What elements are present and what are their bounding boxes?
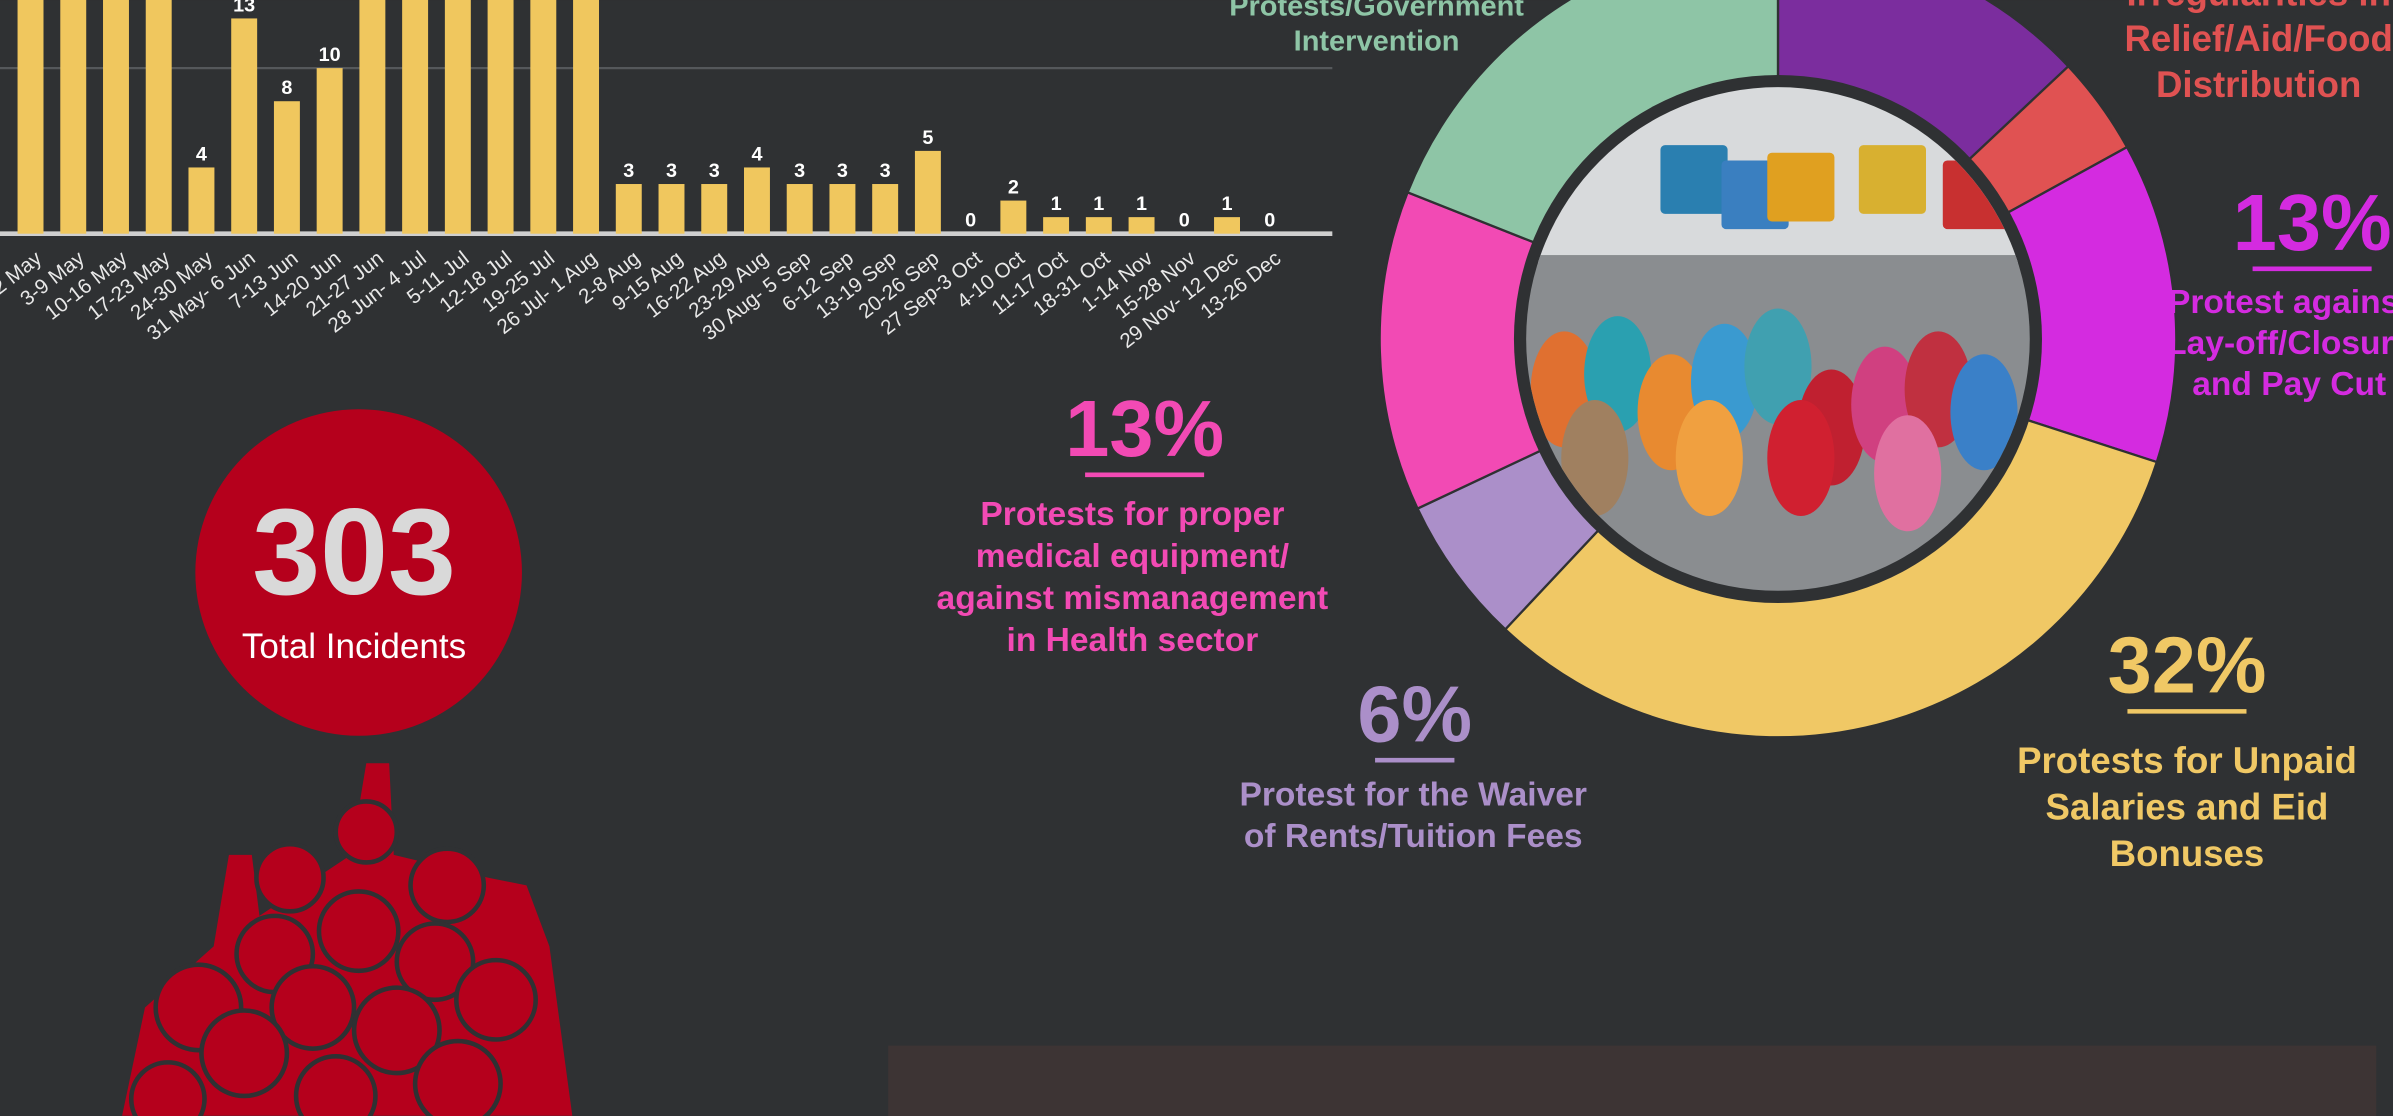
bar bbox=[1214, 217, 1240, 234]
bar bbox=[60, 0, 87, 234]
truck bbox=[1660, 145, 1728, 214]
value-label: 2 bbox=[1008, 177, 1019, 199]
bar bbox=[1128, 217, 1155, 234]
segment-label: medical equipment/ bbox=[976, 538, 1289, 575]
value-label: 0 bbox=[1264, 210, 1275, 232]
value-label: 8 bbox=[281, 77, 292, 99]
value-label: 3 bbox=[623, 160, 634, 182]
person bbox=[1561, 400, 1629, 517]
value-label: 1 bbox=[1136, 193, 1147, 215]
value-label: 10 bbox=[319, 44, 341, 66]
total-label: Total Incidents bbox=[242, 627, 466, 666]
total-circle bbox=[195, 409, 522, 736]
bar bbox=[743, 167, 770, 234]
bar bbox=[402, 0, 429, 234]
crowd-icon bbox=[122, 763, 573, 1116]
bar bbox=[273, 101, 300, 234]
segment-label: of Rents/Tuition Fees bbox=[1244, 818, 1583, 855]
value-label: 3 bbox=[794, 160, 805, 182]
bar bbox=[615, 184, 642, 234]
bar bbox=[145, 0, 172, 234]
total-value: 303 bbox=[252, 483, 456, 620]
segment-label: Protests for proper bbox=[980, 496, 1284, 533]
person bbox=[1767, 400, 1835, 517]
bar bbox=[1043, 217, 1070, 234]
bar bbox=[573, 0, 600, 234]
person bbox=[1744, 308, 1812, 425]
truck bbox=[1767, 152, 1835, 222]
value-label: 1 bbox=[1222, 193, 1233, 215]
bar bbox=[103, 0, 129, 234]
segment-label: Protests/Government bbox=[1229, 0, 1524, 22]
segment-label: Salaries and Eid bbox=[2046, 786, 2329, 827]
value-label: 5 bbox=[922, 127, 933, 149]
segment-label: in Health sector bbox=[1007, 622, 1259, 659]
bar bbox=[17, 0, 44, 234]
bar bbox=[231, 18, 258, 234]
bar bbox=[786, 184, 813, 234]
bar bbox=[914, 150, 941, 234]
value-label: 4 bbox=[196, 143, 207, 165]
segment-label: Bonuses bbox=[2110, 833, 2265, 874]
value-label: 13 bbox=[233, 0, 255, 16]
segment-label: Protest against bbox=[2168, 284, 2393, 321]
bar bbox=[701, 184, 728, 234]
segment-label: Irregularities in bbox=[2126, 0, 2391, 13]
value-label: 0 bbox=[965, 210, 976, 232]
value-label: 3 bbox=[666, 160, 677, 182]
segment-label: Protests for Unpaid bbox=[2017, 740, 2357, 781]
person bbox=[1950, 354, 2018, 471]
segment-label: Intervention bbox=[1294, 26, 1460, 58]
truck bbox=[1858, 145, 1926, 214]
percent-label: 13% bbox=[1065, 384, 1224, 473]
person bbox=[1675, 400, 1743, 517]
bar bbox=[487, 0, 514, 234]
value-label: 3 bbox=[880, 160, 891, 182]
value-label: 3 bbox=[709, 160, 720, 182]
bar bbox=[316, 68, 343, 234]
bar bbox=[530, 0, 557, 234]
bar bbox=[1085, 217, 1112, 234]
bar bbox=[444, 0, 471, 234]
value-label: 1 bbox=[1093, 193, 1104, 215]
bar bbox=[188, 167, 215, 234]
segment-label: Lay-off/Closure bbox=[2166, 325, 2393, 362]
bar bbox=[829, 184, 856, 234]
bar bbox=[1000, 200, 1027, 234]
segment-label: Distribution bbox=[2156, 64, 2361, 105]
value-label: 1 bbox=[1051, 193, 1062, 215]
segment-label: against mismanagement bbox=[937, 580, 1329, 617]
segment-label: and Pay Cut bbox=[2192, 366, 2386, 403]
percent-label: 6% bbox=[1357, 670, 1472, 759]
segment-label: Relief/Aid/Food bbox=[2124, 18, 2392, 59]
value-label: 0 bbox=[1179, 210, 1190, 232]
panel bbox=[888, 1045, 2377, 1116]
value-label: 4 bbox=[751, 143, 762, 165]
bar bbox=[359, 0, 386, 234]
percent-label: 32% bbox=[2108, 621, 2267, 710]
bar bbox=[658, 184, 685, 234]
value-label: 3 bbox=[837, 160, 848, 182]
segment-label: Protest for the Waiver bbox=[1239, 777, 1587, 814]
percent-label: 13% bbox=[2233, 178, 2392, 267]
bar bbox=[872, 184, 899, 234]
person bbox=[1874, 415, 1942, 532]
